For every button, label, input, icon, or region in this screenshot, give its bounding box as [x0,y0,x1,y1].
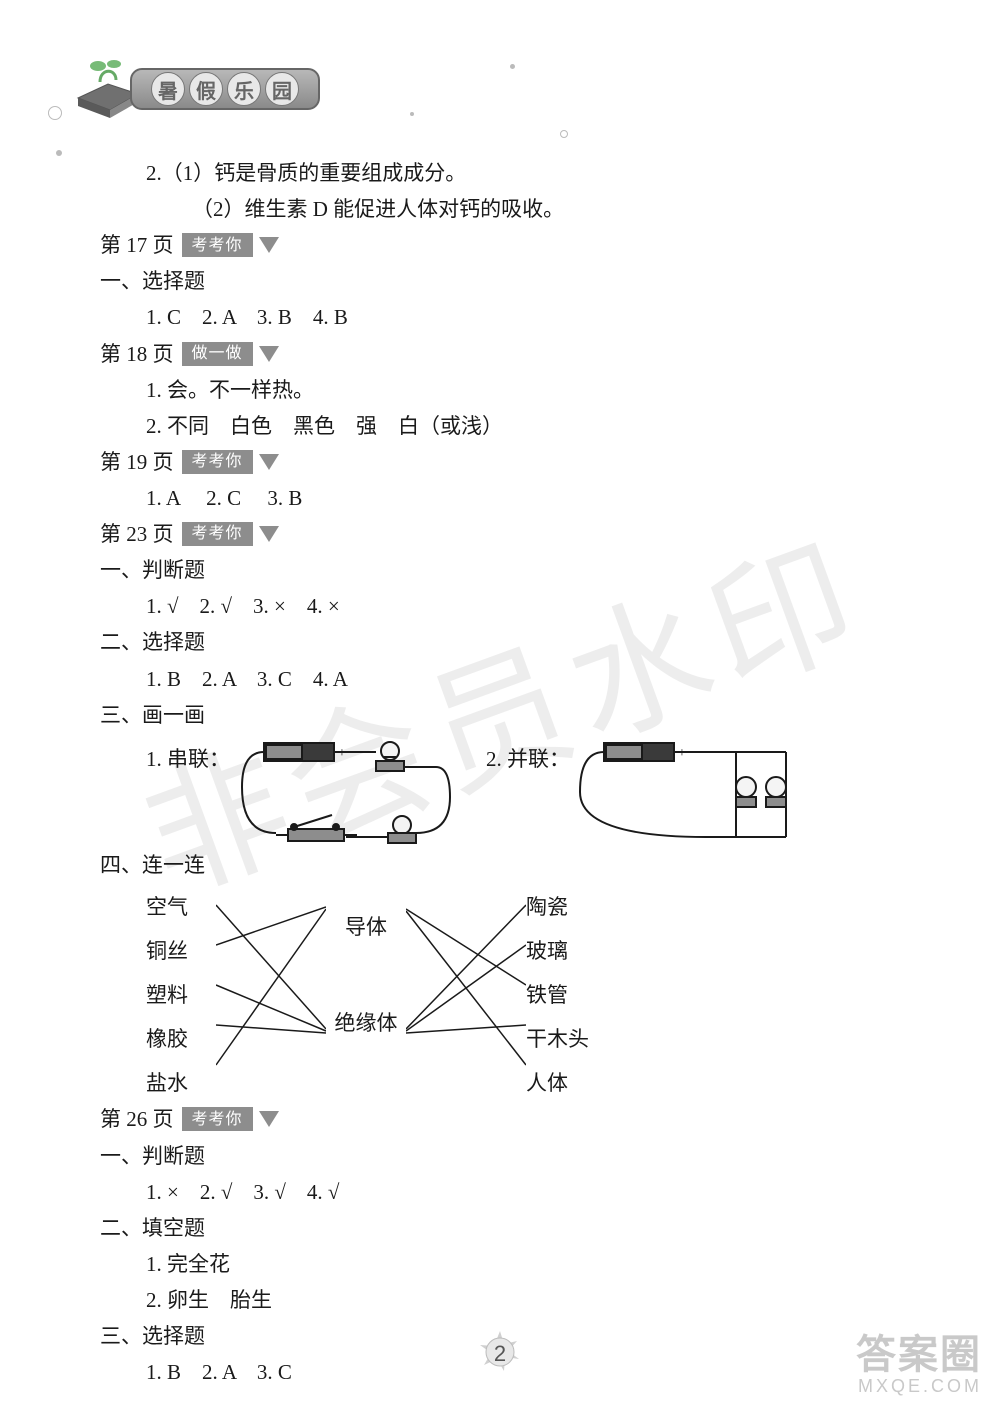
connect-item: 橡胶 [146,1021,216,1057]
parallel-circuit-block: 2. 并联： − + [486,737,806,847]
section-heading: 二、选择题 [100,624,900,660]
section-tag: 考考你 [182,1107,253,1131]
section-tag: 考考你 [182,450,253,474]
page: 暑 假 乐 园 非会员水印 2.（1）钙是骨质的重要组成成分。 （2）维生素 D… [0,0,1000,1415]
deco-dot [410,112,414,116]
header-title-banner: 暑 假 乐 园 [130,68,320,110]
answer-line: 1. √ 2. √ 3. × 4. × [100,588,900,624]
section-heading: 一、判断题 [100,1138,900,1174]
title-char: 乐 [227,72,261,106]
circuit-label: 1. 串联： [146,737,230,777]
answer-line: 1. × 2. √ 3. √ 4. √ [100,1174,900,1210]
connect-item: 铁管 [526,977,616,1013]
connect-item: 导体 [326,909,406,945]
section-tag: 考考你 [182,522,253,546]
series-circuit-diagram: − + [236,737,456,847]
content-body: 2.（1）钙是骨质的重要组成成分。 （2）维生素 D 能促进人体对钙的吸收。 第… [100,155,900,1390]
section-heading: 一、选择题 [100,263,900,299]
page-section-23: 第 23 页 考考你 [100,516,900,552]
answer-line: 1. A 2. C 3. B [100,480,900,516]
connect-item: 陶瓷 [526,889,616,925]
connect-left-col: 空气 铜丝 塑料 橡胶 盐水 [146,889,216,1102]
header-deco: 暑 假 乐 园 [70,50,330,120]
tag-arrow-icon [259,454,279,470]
page-number: 2 [494,1341,506,1367]
page-section-26: 第 26 页 考考你 [100,1101,900,1137]
corner-line2: MXQE.COM [856,1377,982,1397]
answer-line: 1. B 2. A 3. C 4. A [100,661,900,697]
title-char: 园 [265,72,299,106]
corner-watermark: 答案圈 MXQE.COM [856,1333,982,1397]
deco-dot [510,64,515,69]
page-label: 第 18 页 [100,336,174,372]
tag-arrow-icon [259,346,279,362]
connect-diagram: 空气 铜丝 塑料 橡胶 盐水 导体 绝缘体 [146,889,900,1102]
connect-lines-left [216,889,326,1089]
svg-text:+: + [678,746,686,761]
page-section-19: 第 19 页 考考你 [100,444,900,480]
section-heading: 二、填空题 [100,1210,900,1246]
parallel-circuit-diagram: − + [576,737,806,847]
connect-item: 空气 [146,889,216,925]
connect-right-col: 陶瓷 玻璃 铁管 干木头 人体 [526,889,616,1102]
section-tag: 做一做 [182,342,253,366]
connect-item: 玻璃 [526,933,616,969]
connect-item: 干木头 [526,1021,616,1057]
answer-line: 1. 完全花 [100,1246,900,1282]
page-label: 第 23 页 [100,516,174,552]
section-heading: 三、画一画 [100,697,900,733]
answer-line: 1. C 2. A 3. B 4. B [100,299,900,335]
title-char: 假 [189,72,223,106]
corner-line1: 答案圈 [856,1333,982,1377]
page-label: 第 19 页 [100,444,174,480]
connect-item: 人体 [526,1065,616,1101]
page-label: 第 17 页 [100,227,174,263]
section-heading: 一、判断题 [100,552,900,588]
circuit-row: 1. 串联： − + [100,737,900,847]
page-section-17: 第 17 页 考考你 [100,227,900,263]
answer-line: 2. 不同 白色 黑色 强 白（或浅） [100,408,900,444]
connect-lines-right [406,889,526,1089]
tag-arrow-icon [259,526,279,542]
connect-item: 盐水 [146,1065,216,1101]
deco-circle [560,130,568,138]
page-section-18: 第 18 页 做一做 [100,336,900,372]
tag-arrow-icon [259,1111,279,1127]
deco-circle [48,106,62,120]
circuit-label: 2. 并联： [486,737,570,777]
answer-line: （2）维生素 D 能促进人体对钙的吸收。 [100,191,900,227]
connect-item: 绝缘体 [326,1005,406,1041]
connect-item: 铜丝 [146,933,216,969]
tag-arrow-icon [259,237,279,253]
deco-dot [56,150,62,156]
section-tag: 考考你 [182,233,253,257]
answer-line: 1. 会。不一样热。 [100,372,900,408]
answer-line: 2.（1）钙是骨质的重要组成成分。 [100,155,900,191]
connect-item: 塑料 [146,977,216,1013]
svg-text:+: + [338,746,346,761]
page-label: 第 26 页 [100,1101,174,1137]
connect-mid-col: 导体 绝缘体 [326,889,406,1041]
section-heading: 四、连一连 [100,847,900,883]
series-circuit-block: 1. 串联： − + [146,737,456,847]
title-char: 暑 [151,72,185,106]
answer-line: 2. 卵生 胎生 [100,1282,900,1318]
